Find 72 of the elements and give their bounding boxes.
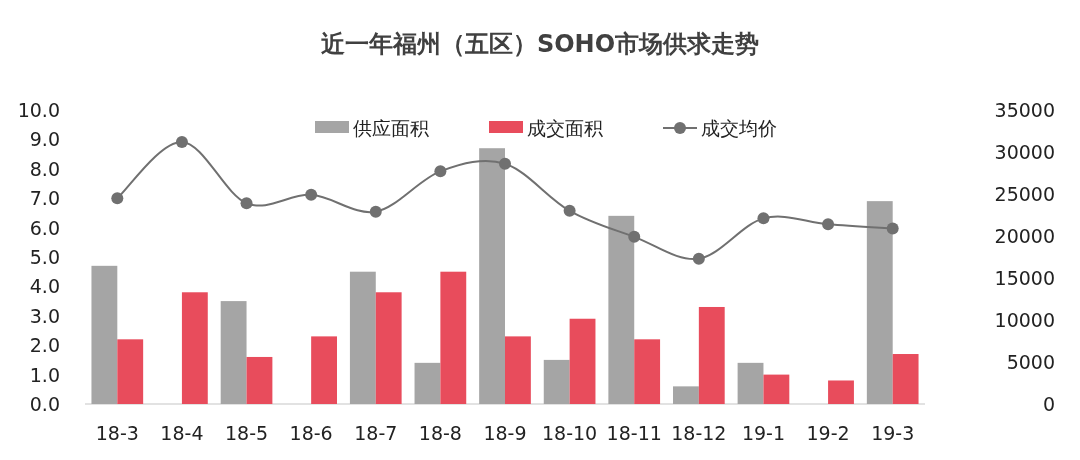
bar [673, 386, 699, 404]
point [305, 188, 318, 201]
y-tick-label: 0.0 [29, 393, 60, 415]
x-tick-label: 18-5 [224, 422, 269, 444]
bar [608, 215, 635, 404]
y-tick-label: 6.0 [29, 216, 60, 239]
legend-label: 供应面积 [353, 117, 429, 139]
bar [763, 374, 790, 404]
x-tick-label: 18-6 [289, 422, 333, 444]
y2-tick-label: 35000 [994, 99, 1055, 121]
legend-label: 成交面积 [527, 117, 603, 139]
x-tick-label: 18-4 [160, 422, 204, 444]
bar [220, 301, 247, 404]
bar [440, 271, 467, 404]
point [369, 205, 382, 218]
y-tick-label: 3.0 [29, 304, 60, 327]
y2-tick-label: 20000 [994, 225, 1055, 247]
point [563, 204, 576, 217]
y-tick-label: 4.0 [29, 275, 60, 298]
y2-tick-label: 30000 [994, 141, 1055, 163]
y-tick-label: 8.0 [29, 157, 60, 180]
y-tick-label: 10.0 [17, 99, 60, 121]
x-tick-label: 18-10 [542, 422, 598, 444]
bar [181, 292, 208, 404]
bar [543, 359, 570, 404]
bar [311, 336, 337, 404]
x-tick-label: 19-1 [741, 422, 786, 444]
bar [375, 292, 402, 404]
bar [737, 362, 764, 404]
y-tick-label: 5.0 [29, 246, 60, 268]
point [111, 192, 124, 205]
legend-label: 成交均价 [701, 117, 777, 139]
bar [892, 354, 919, 404]
bar [479, 148, 505, 404]
y2-tick-label: 0 [1042, 393, 1055, 415]
y-tick-label: 9.0 [29, 128, 60, 151]
point [628, 230, 641, 243]
bar [349, 271, 376, 404]
x-tick-label: 18-7 [354, 422, 398, 444]
bar [828, 380, 854, 404]
bar [505, 336, 531, 404]
point [175, 135, 188, 148]
x-tick-label: 19-2 [806, 422, 850, 444]
y2-tick-label: 5000 [1006, 351, 1055, 373]
y2-tick-label: 10000 [994, 309, 1055, 331]
point [434, 165, 447, 178]
point [499, 157, 511, 170]
point [757, 212, 770, 225]
y-tick-label: 2.0 [29, 334, 60, 357]
y-tick-label: 7.0 [29, 187, 60, 210]
x-tick-label: 18-11 [606, 422, 662, 444]
x-tick-label: 18-12 [671, 422, 727, 444]
bar [698, 306, 725, 404]
y2-tick-label: 15000 [994, 267, 1055, 289]
x-tick-label: 19-3 [871, 422, 915, 444]
point [692, 252, 705, 265]
bar [634, 339, 661, 404]
x-tick-label: 18-8 [418, 422, 462, 444]
point [240, 197, 253, 210]
bar [866, 201, 893, 404]
x-tick-label: 18-9 [483, 422, 527, 444]
point [886, 222, 899, 235]
bar [569, 318, 596, 404]
bar [414, 362, 441, 404]
y2-tick-label: 25000 [994, 183, 1055, 205]
y-tick-label: 1.0 [29, 363, 60, 386]
bar [91, 265, 118, 404]
bar [117, 339, 144, 404]
bar [246, 356, 273, 404]
point [822, 218, 835, 231]
chart-title: 近一年福州（五区）SOHO市场供求走势 [320, 30, 760, 58]
x-tick-label: 18-3 [95, 422, 139, 444]
